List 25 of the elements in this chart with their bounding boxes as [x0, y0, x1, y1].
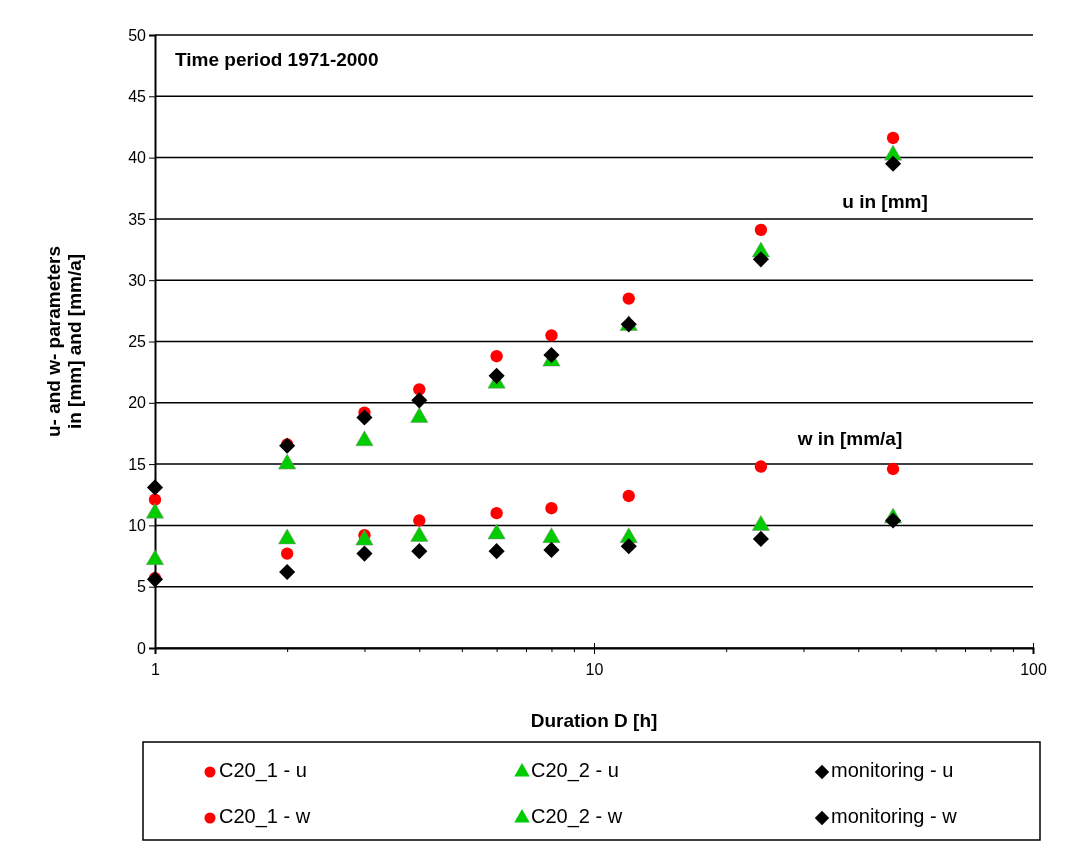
legend-label: C20_2 - w — [531, 805, 623, 829]
y-tick-label: 5 — [137, 578, 147, 596]
y-tick-label: 30 — [128, 271, 147, 289]
x-tick-label: 10 — [585, 660, 604, 678]
y-tick-label: 20 — [128, 394, 147, 412]
y-tick-label: 50 — [128, 26, 147, 44]
y-tick-label: 25 — [128, 333, 147, 351]
annotation: u in [mm] — [842, 191, 928, 213]
y-tick-label: 35 — [128, 210, 147, 228]
y-axis-title: u- and w- parameters in [mm] and [mm/a] — [42, 245, 86, 438]
x-tick-label: 1 — [151, 660, 161, 678]
y-tick-label: 0 — [137, 639, 147, 657]
legend-label: C20_2 - u — [531, 759, 619, 783]
legend-label: monitoring - w — [831, 805, 958, 828]
y-tick-label: 45 — [128, 87, 147, 105]
legend-label: monitoring - u — [831, 759, 954, 782]
text: Time period 1971-2000 — [175, 49, 379, 70]
annotation: w in [mm/a] — [796, 428, 903, 450]
y-tick-label: 10 — [128, 517, 147, 535]
y-tick-label: 15 — [128, 455, 147, 473]
legend-label: C20_1 - w — [219, 805, 311, 829]
x-tick-label: 100 — [1020, 660, 1047, 678]
y-tick-label: 40 — [128, 149, 147, 167]
legend-label: C20_1 - u — [219, 759, 307, 783]
x-axis-title: Duration D [h] — [530, 710, 658, 731]
